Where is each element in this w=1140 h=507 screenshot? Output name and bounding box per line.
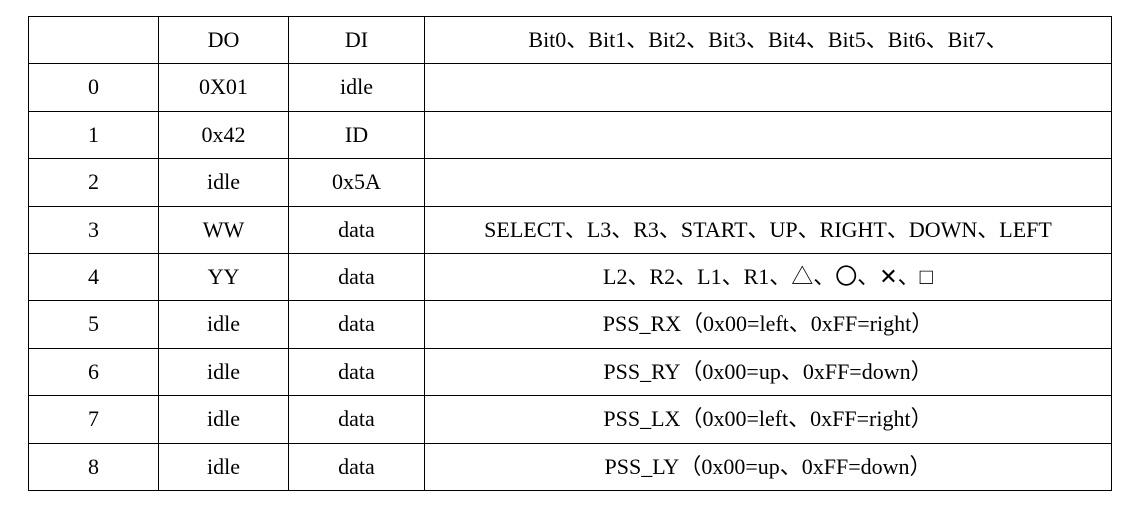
cell-do: idle (159, 396, 289, 443)
cell-do: idle (159, 301, 289, 348)
table-row: 6 idle data PSS_RY（0x00=up、0xFF=down） (29, 348, 1112, 395)
cell-index: 2 (29, 159, 159, 206)
table-row: 0 0X01 idle (29, 64, 1112, 111)
col-header-di: DI (289, 17, 425, 64)
cell-bits (425, 64, 1112, 111)
protocol-table: DO DI Bit0、Bit1、Bit2、Bit3、Bit4、Bit5、Bit6… (28, 16, 1112, 491)
col-header-do: DO (159, 17, 289, 64)
col-header-bits: Bit0、Bit1、Bit2、Bit3、Bit4、Bit5、Bit6、Bit7、 (425, 17, 1112, 64)
cell-index: 7 (29, 396, 159, 443)
table-row: 4 YY data L2、R2、L1、R1、△、〇、✕、□ (29, 253, 1112, 300)
cell-index: 3 (29, 206, 159, 253)
cell-di: data (289, 348, 425, 395)
cell-index: 1 (29, 111, 159, 158)
cell-di: data (289, 206, 425, 253)
table-container: DO DI Bit0、Bit1、Bit2、Bit3、Bit4、Bit5、Bit6… (0, 0, 1140, 507)
cell-do: idle (159, 443, 289, 490)
cell-di: data (289, 301, 425, 348)
cell-do: 0x42 (159, 111, 289, 158)
cell-di: data (289, 443, 425, 490)
cell-di: data (289, 253, 425, 300)
cell-di: data (289, 396, 425, 443)
cell-bits (425, 111, 1112, 158)
cell-di: idle (289, 64, 425, 111)
cell-do: idle (159, 159, 289, 206)
cell-do: 0X01 (159, 64, 289, 111)
col-header-index (29, 17, 159, 64)
table-row: 7 idle data PSS_LX（0x00=left、0xFF=right） (29, 396, 1112, 443)
cell-do: WW (159, 206, 289, 253)
table-row: 3 WW data SELECT、L3、R3、START、UP、RIGHT、DO… (29, 206, 1112, 253)
cell-di: 0x5A (289, 159, 425, 206)
cell-do: YY (159, 253, 289, 300)
cell-index: 0 (29, 64, 159, 111)
table-row: 1 0x42 ID (29, 111, 1112, 158)
cell-index: 8 (29, 443, 159, 490)
cell-bits: SELECT、L3、R3、START、UP、RIGHT、DOWN、LEFT (425, 206, 1112, 253)
cell-bits: PSS_RX（0x00=left、0xFF=right） (425, 301, 1112, 348)
cell-bits (425, 159, 1112, 206)
table-row: 8 idle data PSS_LY（0x00=up、0xFF=down） (29, 443, 1112, 490)
table-row: 2 idle 0x5A (29, 159, 1112, 206)
cell-bits: L2、R2、L1、R1、△、〇、✕、□ (425, 253, 1112, 300)
cell-index: 5 (29, 301, 159, 348)
cell-bits: PSS_LY（0x00=up、0xFF=down） (425, 443, 1112, 490)
cell-index: 4 (29, 253, 159, 300)
cell-di: ID (289, 111, 425, 158)
cell-bits: PSS_LX（0x00=left、0xFF=right） (425, 396, 1112, 443)
cell-bits: PSS_RY（0x00=up、0xFF=down） (425, 348, 1112, 395)
table-row: 5 idle data PSS_RX（0x00=left、0xFF=right） (29, 301, 1112, 348)
table-header-row: DO DI Bit0、Bit1、Bit2、Bit3、Bit4、Bit5、Bit6… (29, 17, 1112, 64)
cell-do: idle (159, 348, 289, 395)
cell-index: 6 (29, 348, 159, 395)
